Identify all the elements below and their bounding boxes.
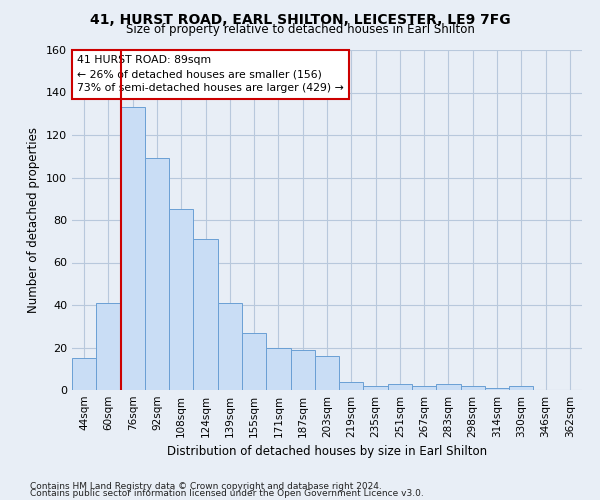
- Bar: [266, 348, 290, 390]
- Bar: [388, 384, 412, 390]
- Bar: [485, 388, 509, 390]
- Bar: [339, 382, 364, 390]
- Bar: [412, 386, 436, 390]
- Bar: [242, 332, 266, 390]
- Text: Contains public sector information licensed under the Open Government Licence v3: Contains public sector information licen…: [30, 489, 424, 498]
- Text: 41 HURST ROAD: 89sqm
← 26% of detached houses are smaller (156)
73% of semi-deta: 41 HURST ROAD: 89sqm ← 26% of detached h…: [77, 55, 344, 93]
- Bar: [96, 303, 121, 390]
- Y-axis label: Number of detached properties: Number of detached properties: [28, 127, 40, 313]
- Bar: [290, 350, 315, 390]
- Text: Size of property relative to detached houses in Earl Shilton: Size of property relative to detached ho…: [125, 22, 475, 36]
- Bar: [315, 356, 339, 390]
- Text: Contains HM Land Registry data © Crown copyright and database right 2024.: Contains HM Land Registry data © Crown c…: [30, 482, 382, 491]
- Bar: [461, 386, 485, 390]
- Text: 41, HURST ROAD, EARL SHILTON, LEICESTER, LE9 7FG: 41, HURST ROAD, EARL SHILTON, LEICESTER,…: [89, 12, 511, 26]
- Bar: [509, 386, 533, 390]
- Bar: [364, 386, 388, 390]
- X-axis label: Distribution of detached houses by size in Earl Shilton: Distribution of detached houses by size …: [167, 446, 487, 458]
- Bar: [121, 108, 145, 390]
- Bar: [193, 239, 218, 390]
- Bar: [436, 384, 461, 390]
- Bar: [218, 303, 242, 390]
- Bar: [169, 210, 193, 390]
- Bar: [145, 158, 169, 390]
- Bar: [72, 358, 96, 390]
